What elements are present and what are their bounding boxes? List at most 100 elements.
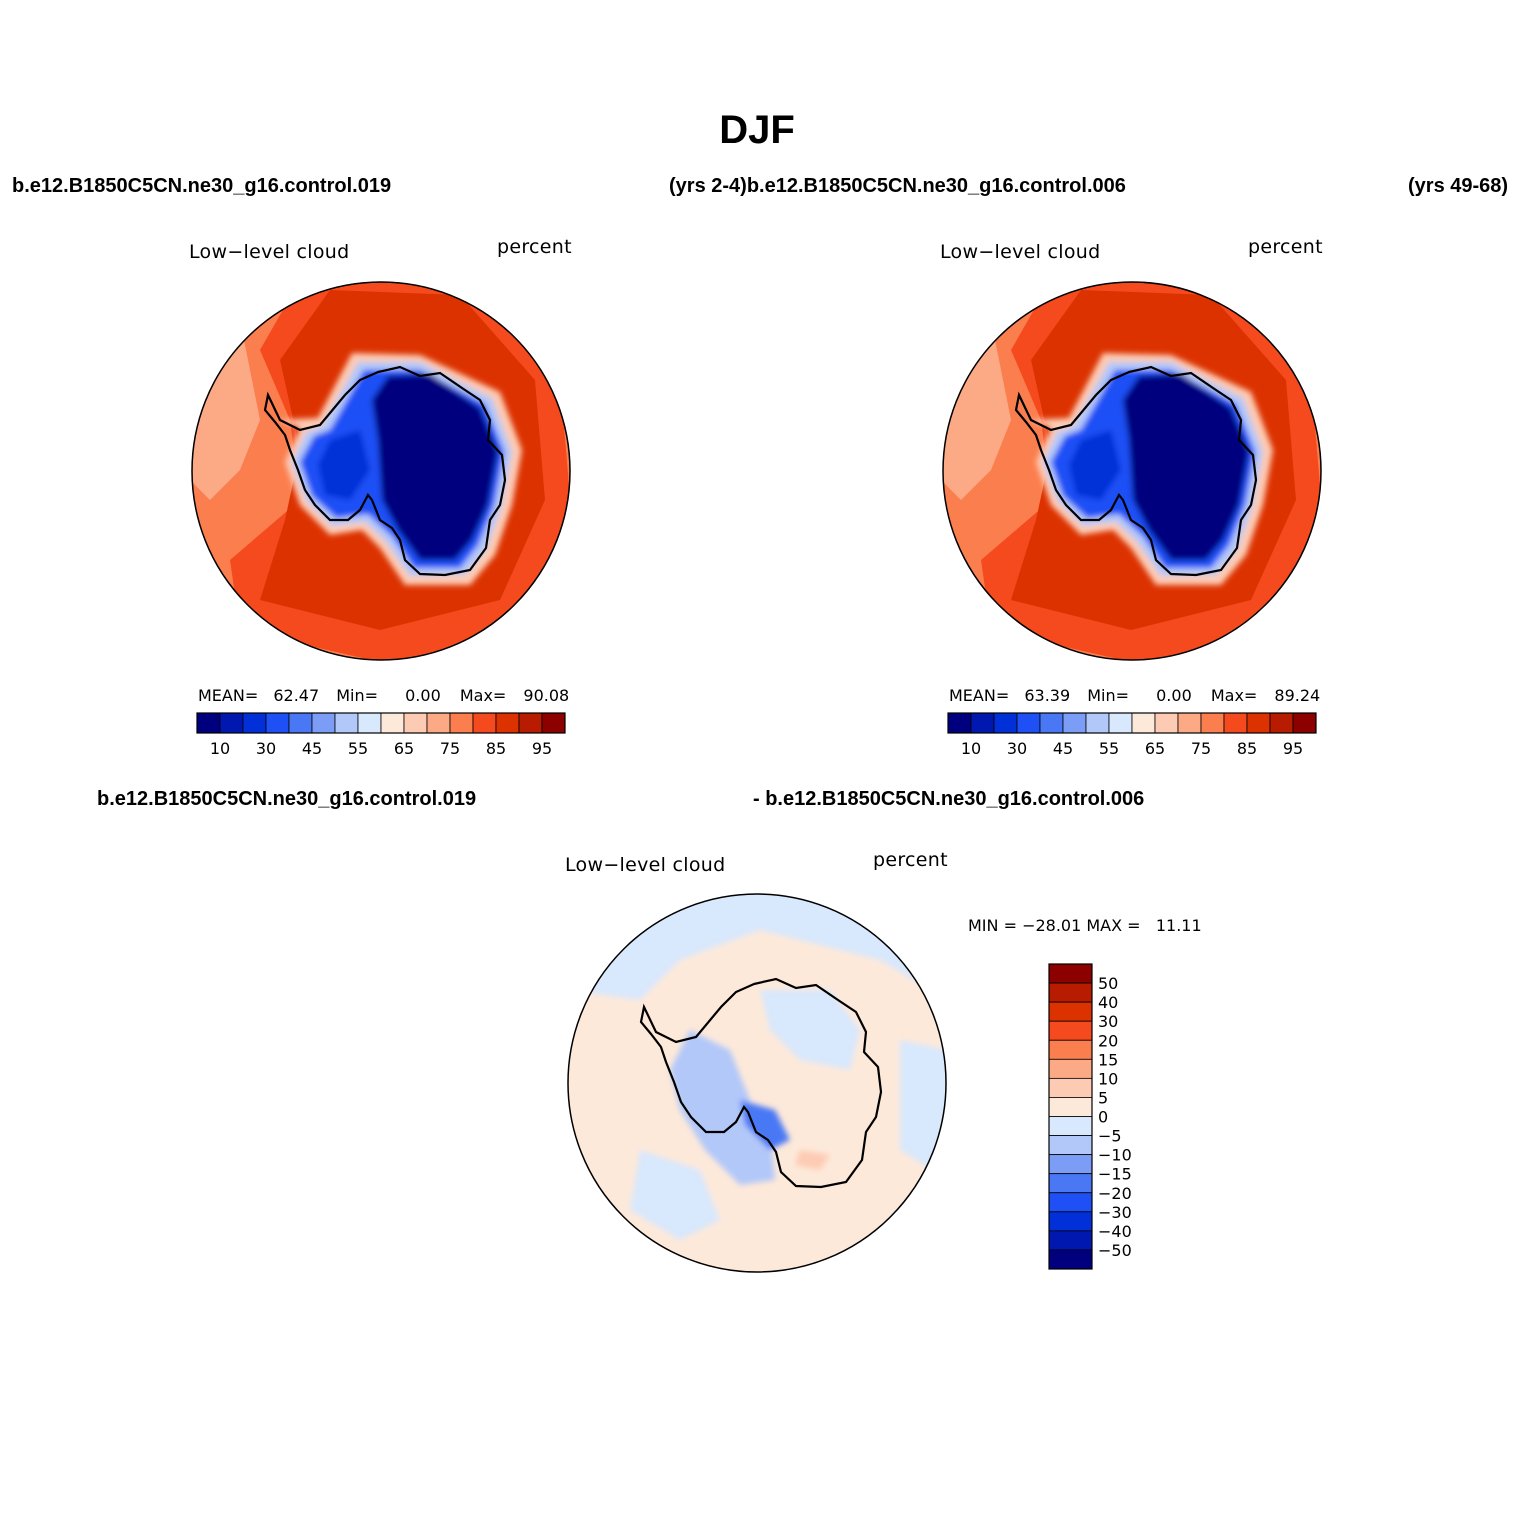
case1-colorbar-tick-label: 85 bbox=[486, 739, 506, 758]
case2-colorbar-tick-label: 65 bbox=[1145, 739, 1165, 758]
case2-stats: MEAN= 63.39 Min= 0.00 Max= 89.24 bbox=[949, 686, 1320, 705]
case2-colorbar-tick-label: 85 bbox=[1237, 739, 1257, 758]
diff-units-label: percent bbox=[873, 849, 948, 871]
case1-header: b.e12.B1850C5CN.ne30_g16.control.019 bbox=[12, 175, 392, 197]
diff-colorbar-box bbox=[1048, 1249, 1093, 1270]
case1-antarctica-coastline bbox=[263, 365, 507, 577]
diff-colorbar-tick-label: 0 bbox=[1098, 1108, 1108, 1127]
case1-colorbar-box bbox=[242, 712, 267, 734]
diff-colorbar-box bbox=[1048, 1097, 1093, 1117]
case1-colorbar-box bbox=[403, 712, 428, 734]
diff-colorbar-box bbox=[1048, 1192, 1093, 1213]
diff-colorbar-tick-label: −10 bbox=[1098, 1146, 1132, 1165]
diff-field bbox=[568, 894, 946, 1272]
case1-units-label: percent bbox=[497, 236, 572, 258]
diff-colorbar-box bbox=[1048, 1154, 1093, 1175]
case2-colorbar-box bbox=[1131, 712, 1156, 734]
case2-map-border bbox=[942, 281, 1322, 661]
case1-colorbar: 10 30 45 55 65 75 85 95 bbox=[196, 712, 566, 758]
case1-colorbar-box bbox=[265, 712, 290, 734]
case2-colorbar-box bbox=[1292, 712, 1317, 734]
case1-colorbar-tick-label: 30 bbox=[256, 739, 276, 758]
case1-colorbar-frame bbox=[196, 712, 566, 734]
case1-colorbar-box bbox=[518, 712, 543, 734]
diff-colorbar-box bbox=[1048, 1077, 1093, 1098]
case1-min: 0.00 bbox=[405, 686, 441, 705]
case2-max: 89.24 bbox=[1274, 686, 1321, 705]
case1-colorbar-tick-label: 45 bbox=[302, 739, 322, 758]
case2-colorbar-tick-label: 45 bbox=[1053, 739, 1073, 758]
diff-colorbar-tick-label: 30 bbox=[1098, 1012, 1118, 1031]
case1-mean-label: MEAN= bbox=[198, 686, 259, 705]
case2-colorbar-box bbox=[993, 712, 1018, 734]
diff-colorbar-tick-label: −20 bbox=[1098, 1184, 1132, 1203]
diff-antarctica-coastline bbox=[639, 977, 883, 1189]
case1-colorbar-box bbox=[495, 712, 520, 734]
case1-max: 90.08 bbox=[523, 686, 570, 705]
case1-colorbar-box bbox=[357, 712, 382, 734]
diff-colorbar-frame bbox=[1048, 963, 1093, 1270]
case1-colorbar-box bbox=[196, 712, 221, 734]
diff-colorbar-tick-label: −30 bbox=[1098, 1203, 1132, 1222]
case1-map bbox=[191, 281, 571, 661]
case2-colorbar-box bbox=[1269, 712, 1294, 734]
case2-antarctica-coastline bbox=[1014, 365, 1258, 577]
diff-minmax: MIN = −28.01 MAX = 11.11 bbox=[968, 916, 1202, 935]
case2-mean: 63.39 bbox=[1024, 686, 1071, 705]
diff-colorbar-tick-label: 15 bbox=[1098, 1050, 1118, 1069]
diff-colorbar-box bbox=[1048, 982, 1093, 1003]
case1-mean: 62.47 bbox=[273, 686, 320, 705]
diff-map bbox=[567, 893, 947, 1273]
case1-colorbar-box bbox=[449, 712, 474, 734]
case2-map bbox=[942, 281, 1322, 661]
case2-colorbar-box bbox=[1062, 712, 1087, 734]
diff-colorbar-tick-label: −5 bbox=[1098, 1127, 1122, 1146]
case1-min-label: Min= bbox=[336, 686, 379, 705]
diff-colorbar-box bbox=[1048, 1039, 1093, 1060]
case1-colorbar-tick-label: 65 bbox=[394, 739, 414, 758]
case1-stats: MEAN= 62.47 Min= 0.00 Max= 90.08 bbox=[198, 686, 569, 705]
case1-colorbar-tick-label: 95 bbox=[532, 739, 552, 758]
case2-colorbar-box bbox=[947, 712, 972, 734]
diff-colorbar-tick-label: −50 bbox=[1098, 1241, 1132, 1260]
case2-colorbar-tick-label: 30 bbox=[1007, 739, 1027, 758]
case1-colorbar-tick-label: 75 bbox=[440, 739, 460, 758]
case2-colorbar-tick-label: 75 bbox=[1191, 739, 1211, 758]
diff-colorbar-box bbox=[1048, 963, 1093, 984]
case2-colorbar-box bbox=[1039, 712, 1064, 734]
case1-colorbar-box bbox=[380, 712, 405, 734]
diff-colorbar-tick-label: −40 bbox=[1098, 1222, 1132, 1241]
diff-colorbar-box bbox=[1048, 1211, 1093, 1232]
case2-colorbar-box bbox=[970, 712, 995, 734]
diff-colorbar-box bbox=[1048, 1135, 1093, 1156]
case2-variable-label: Low−level cloud bbox=[940, 241, 1101, 263]
case1-colorbar-box bbox=[311, 712, 336, 734]
diff-header-left: b.e12.B1850C5CN.ne30_g16.control.019 bbox=[97, 788, 477, 810]
case2-mean-label: MEAN= bbox=[949, 686, 1010, 705]
case2-min-label: Min= bbox=[1087, 686, 1130, 705]
case2-colorbar-box bbox=[1016, 712, 1041, 734]
diff-colorbar-tick-label: 10 bbox=[1098, 1069, 1118, 1088]
diff-colorbar-box bbox=[1048, 1001, 1093, 1022]
case2-colorbar-box bbox=[1085, 712, 1110, 734]
case1-colorbar-box bbox=[541, 712, 566, 734]
diff-variable-label: Low−level cloud bbox=[565, 854, 726, 876]
case2-max-label: Max= bbox=[1210, 686, 1258, 705]
case2-colorbar-frame bbox=[947, 712, 1317, 734]
diff-colorbar-box bbox=[1048, 1020, 1093, 1041]
diff-map-border bbox=[567, 893, 947, 1273]
case2-colorbar: 10 30 45 55 65 75 85 95 bbox=[947, 712, 1317, 758]
case1-colorbar-box bbox=[288, 712, 313, 734]
case1-variable-label: Low−level cloud bbox=[189, 241, 350, 263]
case2-min: 0.00 bbox=[1156, 686, 1192, 705]
case2-colorbar-box bbox=[1246, 712, 1271, 734]
case1-colorbar-box bbox=[472, 712, 497, 734]
diff-colorbar-tick-label: 50 bbox=[1098, 974, 1118, 993]
diff-colorbar-box bbox=[1048, 1058, 1093, 1079]
case2-colorbar-tick-label: 95 bbox=[1283, 739, 1303, 758]
case1-max-label: Max= bbox=[459, 686, 507, 705]
diff-colorbar-tick-label: 40 bbox=[1098, 993, 1118, 1012]
case2-colorbar-box bbox=[1108, 712, 1133, 734]
